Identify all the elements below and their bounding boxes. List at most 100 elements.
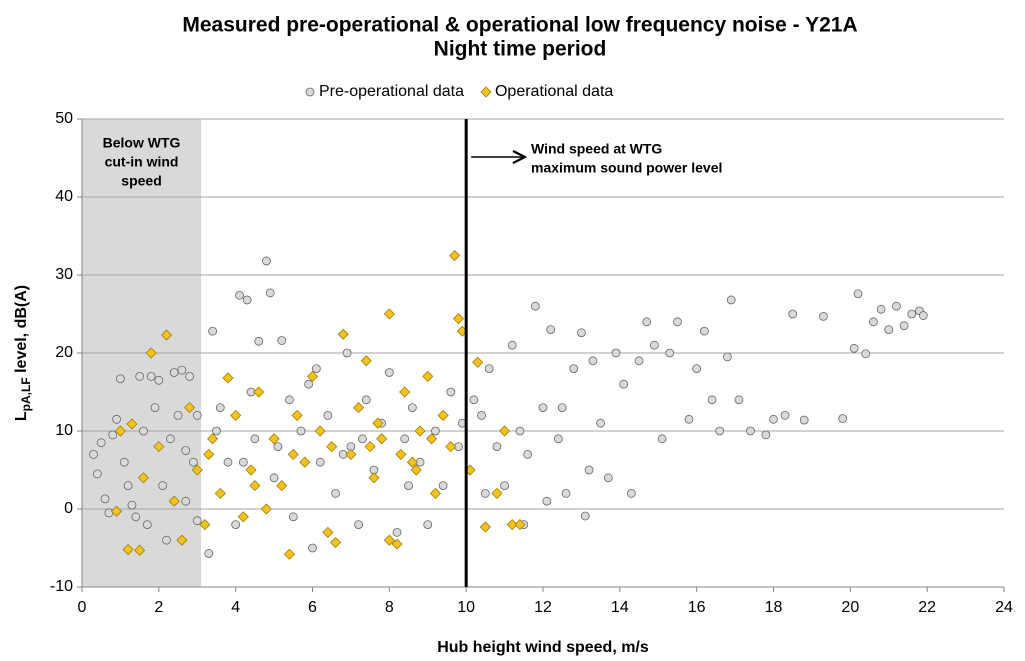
data-point: [361, 395, 371, 405]
data-point: [308, 543, 317, 553]
data-point: [692, 364, 702, 374]
x-tick-label: 6: [308, 599, 317, 616]
data-point: [265, 288, 275, 298]
data-point: [250, 434, 260, 444]
data-point: [291, 409, 303, 421]
data-point: [437, 409, 449, 421]
data-point: [276, 480, 288, 492]
data-point: [445, 441, 457, 453]
data-point: [769, 414, 778, 424]
data-point: [212, 426, 221, 436]
data-point: [726, 295, 736, 305]
data-point: [429, 487, 441, 499]
data-point: [112, 414, 121, 424]
legend-label: Pre-operational data: [319, 83, 464, 100]
data-point: [150, 403, 160, 413]
data-point: [577, 328, 586, 338]
data-point: [364, 441, 376, 453]
data-point: [395, 448, 407, 460]
data-point: [260, 503, 272, 515]
data-point: [126, 418, 138, 430]
data-point: [131, 512, 141, 522]
y-label-main: L: [13, 411, 30, 421]
data-point: [819, 311, 828, 321]
data-point: [557, 403, 567, 413]
data-point: [235, 290, 244, 300]
y-tick-label: 0: [64, 500, 73, 517]
data-point: [400, 434, 410, 444]
data-point: [165, 434, 175, 444]
data-point: [245, 464, 257, 476]
annotation: speed: [121, 173, 161, 189]
data-point: [119, 457, 129, 467]
data-point: [376, 433, 388, 445]
annotation: cut-in wind: [105, 154, 179, 170]
data-point: [414, 425, 426, 437]
data-point: [181, 446, 191, 455]
data-point: [514, 519, 526, 531]
data-point: [153, 441, 165, 453]
data-point: [715, 426, 725, 436]
data-point: [553, 434, 563, 444]
data-point: [189, 457, 198, 467]
data-point: [788, 309, 798, 319]
data-point: [561, 488, 571, 498]
data-point: [684, 414, 694, 424]
data-point: [426, 433, 438, 445]
x-tick-label: 8: [385, 599, 394, 616]
data-point: [449, 249, 461, 262]
data-point: [849, 343, 859, 353]
data-point: [358, 434, 367, 444]
data-point: [285, 395, 294, 405]
chart-title: Measured pre-operational & operational l…: [182, 14, 857, 37]
data-point: [391, 538, 403, 550]
data-point: [254, 336, 264, 346]
data-point: [446, 387, 456, 397]
x-axis-label: Hub height wind speed, m/s: [437, 639, 649, 656]
data-point: [89, 449, 98, 459]
data-point: [326, 441, 338, 453]
data-point: [404, 481, 413, 491]
data-point: [734, 395, 744, 405]
data-point: [192, 410, 202, 420]
data-point: [699, 326, 709, 336]
data-point: [780, 410, 790, 420]
data-point: [322, 526, 334, 538]
data-point: [139, 426, 148, 436]
data-point: [354, 520, 364, 529]
data-point: [838, 414, 848, 423]
data-point: [506, 519, 518, 531]
x-tick-label: 24: [995, 599, 1013, 616]
data-point: [584, 465, 594, 475]
data-point: [861, 349, 871, 359]
annotation: Wind speed at WTG: [531, 141, 662, 157]
data-point: [580, 511, 590, 521]
data-point: [146, 371, 156, 381]
data-point: [507, 340, 517, 350]
data-point: [368, 472, 380, 484]
y-label-rest: level, dB(A): [13, 285, 30, 377]
data-point: [203, 448, 215, 460]
data-point: [253, 386, 265, 398]
data-point: [491, 487, 503, 499]
data-point: [315, 457, 325, 467]
data-point: [499, 425, 511, 437]
y-tick-label: 20: [55, 344, 73, 361]
data-point: [899, 321, 909, 331]
data-point: [116, 374, 125, 384]
data-point: [892, 301, 901, 311]
data-point: [122, 543, 134, 556]
data-point: [100, 494, 110, 504]
data-point: [135, 371, 145, 381]
data-point: [868, 317, 878, 327]
data-point: [423, 520, 433, 529]
x-tick-label: 0: [78, 599, 87, 616]
data-point: [542, 496, 552, 506]
data-point: [523, 449, 533, 459]
data-point: [723, 352, 732, 362]
x-tick-label: 10: [457, 599, 475, 616]
annotation: Below WTG: [103, 135, 181, 151]
data-point: [231, 520, 241, 529]
data-point: [176, 534, 188, 546]
